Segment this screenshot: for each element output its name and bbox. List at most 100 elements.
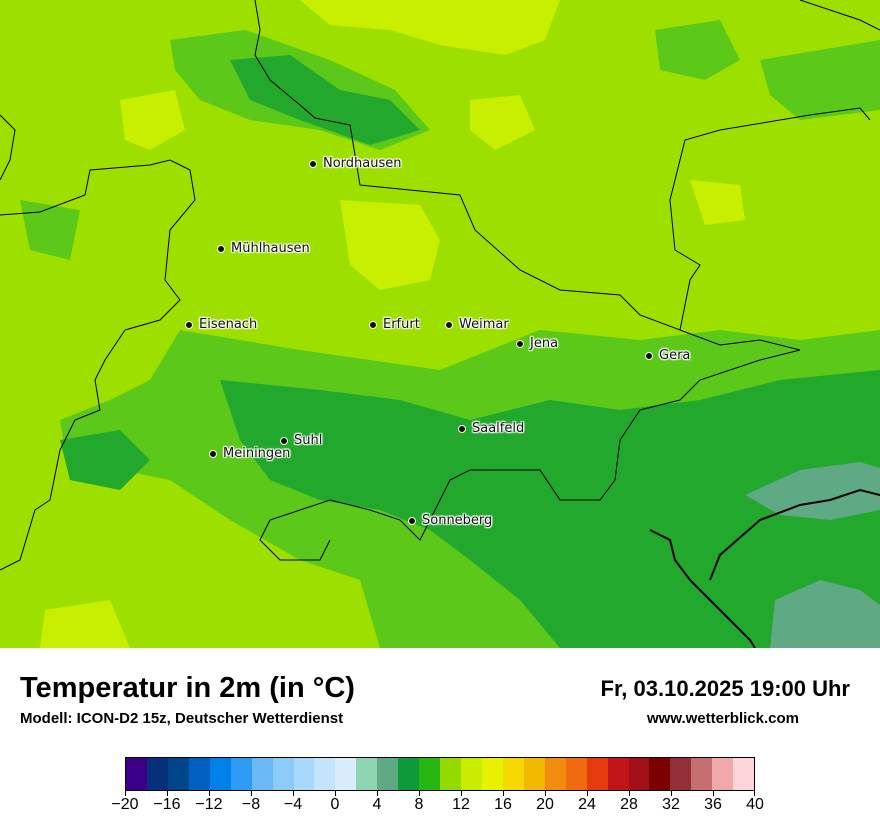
city-marker-icon — [458, 424, 466, 433]
teal-zone — [770, 580, 880, 648]
legend-swatch — [314, 758, 336, 790]
city-jena[interactable]: Jena — [516, 336, 558, 351]
city-marker-icon — [209, 449, 217, 458]
legend-tick — [713, 790, 714, 796]
city-label: Jena — [530, 336, 559, 351]
legend-swatch — [356, 758, 378, 790]
legend-swatch — [481, 758, 503, 790]
city-label: Suhl — [294, 433, 323, 448]
legend-swatch — [419, 758, 441, 790]
country-border — [649, 529, 756, 648]
mid-zone — [760, 40, 880, 120]
map-footer: Temperatur in 2m (in °C) Modell: ICON-D2… — [0, 648, 880, 830]
legend-swatch — [691, 758, 713, 790]
city-suhl[interactable]: Suhl — [280, 433, 322, 448]
state-border — [0, 114, 16, 181]
legend-swatch — [209, 758, 231, 790]
legend-swatch — [502, 758, 524, 790]
legend-tick-label: 8 — [414, 796, 424, 813]
city-label: Saalfeld — [472, 421, 525, 436]
city-label: Mühlhausen — [231, 241, 310, 256]
legend-swatch — [188, 758, 210, 790]
state-border — [0, 159, 196, 571]
legend-swatch — [712, 758, 734, 790]
legend-tick-label: 36 — [704, 796, 722, 813]
dark-zone — [230, 55, 420, 145]
temperature-map[interactable]: Nordhausen Mühlhausen Eisenach Erfurt We… — [0, 0, 880, 648]
legend-swatch — [565, 758, 587, 790]
city-label: Weimar — [459, 317, 509, 332]
legend-swatch — [126, 758, 147, 790]
state-border — [259, 329, 801, 561]
city-marker-icon — [645, 351, 653, 360]
legend-swatch — [733, 758, 755, 790]
city-saalfeld[interactable]: Saalfeld — [458, 421, 524, 436]
legend-swatch — [230, 758, 252, 790]
legend-tick-label: 28 — [620, 796, 638, 813]
legend-swatch — [440, 758, 461, 790]
legend-tick — [251, 790, 252, 796]
city-marker-icon — [516, 339, 524, 348]
city-label: Nordhausen — [323, 156, 402, 171]
city-muehlhausen[interactable]: Mühlhausen — [217, 241, 310, 256]
legend-tick-label: 20 — [536, 796, 554, 813]
legend-tick-label: −8 — [241, 796, 261, 813]
city-marker-icon — [309, 159, 317, 168]
city-erfurt[interactable]: Erfurt — [369, 317, 420, 332]
legend-swatch — [167, 758, 189, 790]
city-sonneberg[interactable]: Sonneberg — [408, 513, 492, 528]
legend-tick — [419, 790, 420, 796]
city-label: Gera — [659, 348, 691, 363]
legend-swatch — [398, 758, 420, 790]
city-label: Erfurt — [383, 317, 420, 332]
city-meiningen[interactable]: Meiningen — [209, 446, 290, 461]
legend-swatch — [628, 758, 650, 790]
state-border — [799, 0, 880, 31]
website-link[interactable]: www.wetterblick.com — [647, 710, 799, 727]
legend-swatch — [335, 758, 357, 790]
mid-zone — [20, 200, 80, 260]
city-label: Eisenach — [199, 317, 258, 332]
city-marker-icon — [185, 320, 193, 329]
color-legend — [125, 757, 755, 791]
legend-tick-label: −20 — [111, 796, 139, 813]
dark-zone — [60, 430, 150, 490]
legend-tick — [335, 790, 336, 796]
legend-tick — [503, 790, 504, 796]
state-border — [254, 0, 871, 331]
legend-swatch — [523, 758, 545, 790]
legend-tick — [293, 790, 294, 796]
teal-zone — [745, 462, 880, 520]
legend-tick-label: −12 — [195, 796, 223, 813]
city-gera[interactable]: Gera — [645, 348, 690, 363]
legend-tick-label: 12 — [452, 796, 470, 813]
map-canvas — [0, 0, 880, 648]
legend-tick — [671, 790, 672, 796]
legend-tick-label: 40 — [746, 796, 764, 813]
legend-tick — [125, 790, 126, 796]
legend-tick — [587, 790, 588, 796]
city-weimar[interactable]: Weimar — [445, 317, 509, 332]
legend-tick-label: 16 — [494, 796, 512, 813]
legend-swatch — [461, 758, 482, 790]
legend-tick — [377, 790, 378, 796]
city-nordhausen[interactable]: Nordhausen — [309, 156, 402, 171]
legend-tick — [545, 790, 546, 796]
light-zone — [470, 95, 535, 150]
legend-tick-label: −16 — [153, 796, 181, 813]
legend-swatch — [377, 758, 399, 790]
legend-tick — [209, 790, 210, 796]
legend-swatch — [293, 758, 315, 790]
model-source: Modell: ICON-D2 15z, Deutscher Wetterdie… — [20, 710, 344, 727]
city-label: Sonneberg — [422, 513, 493, 528]
legend-tick-label: 32 — [662, 796, 680, 813]
legend-swatch — [670, 758, 692, 790]
city-marker-icon — [445, 320, 453, 329]
city-label: Meiningen — [223, 446, 291, 461]
map-title: Temperatur in 2m (in °C) — [20, 672, 355, 704]
mid-zone — [655, 20, 740, 80]
city-marker-icon — [369, 320, 377, 329]
city-eisenach[interactable]: Eisenach — [185, 317, 257, 332]
city-marker-icon — [217, 244, 225, 253]
light-zone — [40, 600, 130, 648]
